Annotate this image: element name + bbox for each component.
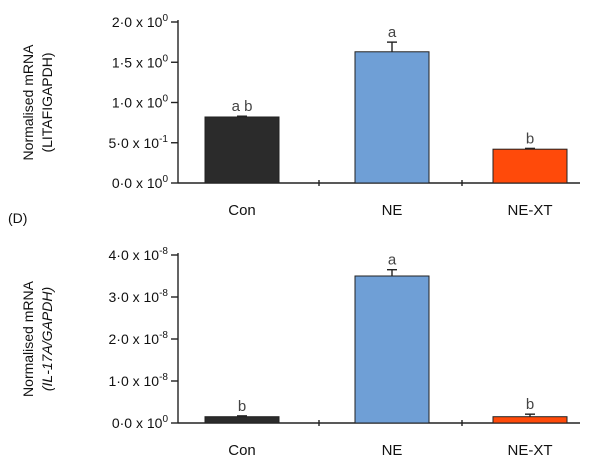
- y-tick-exponent: 0: [162, 174, 168, 185]
- y-tick-mantissa: 5·0 x 10: [109, 135, 160, 151]
- y-tick-label: 2·0 x 10-8: [109, 330, 169, 347]
- bar-ne: [354, 51, 430, 184]
- y-tick-exponent: -1: [159, 134, 168, 145]
- y-tick-label: 2·0 x 100: [112, 13, 169, 30]
- y-tick-label: 1·0 x 100: [112, 94, 169, 111]
- category-label: Con: [228, 442, 256, 459]
- significance-letter: b: [526, 396, 534, 413]
- y-axis-label: (LITAFIGAPDH): [39, 52, 55, 152]
- bar-con: [204, 116, 280, 184]
- y-tick-mantissa: 3·0 x 10: [109, 289, 160, 305]
- y-tick-label: 0·0 x 100: [112, 174, 169, 191]
- y-tick-label: 1·0 x 10-8: [109, 372, 169, 389]
- y-tick-mantissa: 0·0 x 10: [112, 415, 163, 431]
- y-tick-mantissa: 2·0 x 10: [112, 14, 163, 30]
- category-label: Con: [228, 202, 256, 219]
- y-tick-label: 4·0 x 10-8: [109, 246, 169, 263]
- category-label: NE-XT: [508, 442, 553, 459]
- bar-con: [204, 416, 280, 424]
- y-tick-mantissa: 2·0 x 10: [109, 331, 160, 347]
- bar-ne-xt: [492, 148, 568, 184]
- significance-letter: b: [526, 130, 534, 147]
- y-tick-exponent: -8: [159, 246, 168, 257]
- bar-ne-xt: [492, 416, 568, 424]
- y-axis-label: Normalised mRNA: [20, 44, 36, 161]
- y-tick-mantissa: 1·0 x 10: [112, 95, 163, 111]
- y-tick-exponent: 0: [162, 53, 168, 64]
- y-tick-label: 0·0 x 100: [112, 414, 169, 431]
- y-tick-exponent: 0: [162, 13, 168, 24]
- y-axis-label: Normalised mRNA: [20, 280, 36, 397]
- significance-letter: a: [388, 24, 397, 41]
- significance-letter: a: [388, 252, 397, 269]
- y-axis-label: (IL-17A/GAPDH): [39, 287, 55, 391]
- y-tick-exponent: -8: [159, 372, 168, 383]
- y-tick-exponent: -8: [159, 288, 168, 299]
- bar-ne: [354, 275, 430, 424]
- y-tick-exponent: -8: [159, 330, 168, 341]
- y-tick-exponent: 0: [162, 94, 168, 105]
- y-tick-label: 5·0 x 10-1: [109, 134, 169, 151]
- y-tick-label: 3·0 x 10-8: [109, 288, 169, 305]
- significance-letter: b: [238, 398, 246, 415]
- significance-letter: a b: [232, 98, 253, 115]
- category-label: NE: [382, 202, 403, 219]
- y-tick-label: 1·5 x 100: [112, 53, 169, 70]
- y-tick-mantissa: 4·0 x 10: [109, 247, 160, 263]
- panel-label-d: (D): [8, 210, 28, 226]
- category-label: NE: [382, 442, 403, 459]
- y-tick-mantissa: 1·0 x 10: [109, 373, 160, 389]
- y-tick-exponent: 0: [162, 414, 168, 425]
- y-tick-mantissa: 0·0 x 10: [112, 175, 163, 191]
- y-tick-mantissa: 1·5 x 10: [112, 54, 163, 70]
- category-label: NE-XT: [508, 202, 553, 219]
